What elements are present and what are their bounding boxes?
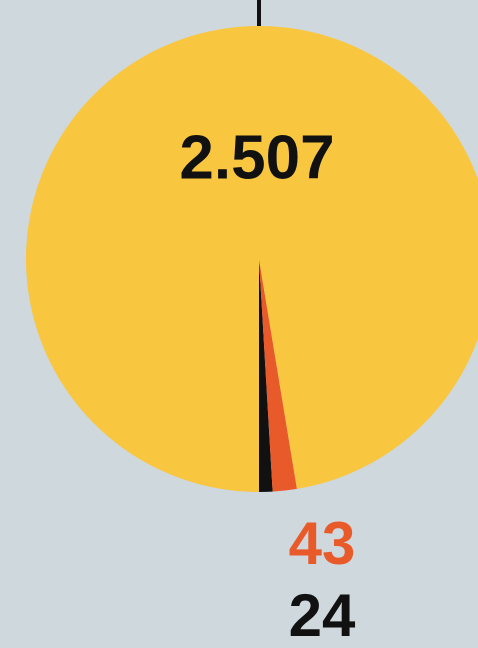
pie-slice — [259, 259, 297, 492]
value-label: 43 — [289, 510, 356, 577]
pie-slice — [259, 259, 273, 492]
value-label: 2.507 — [179, 123, 334, 192]
pie-slice — [26, 26, 478, 492]
value-label: 24 — [289, 582, 356, 648]
